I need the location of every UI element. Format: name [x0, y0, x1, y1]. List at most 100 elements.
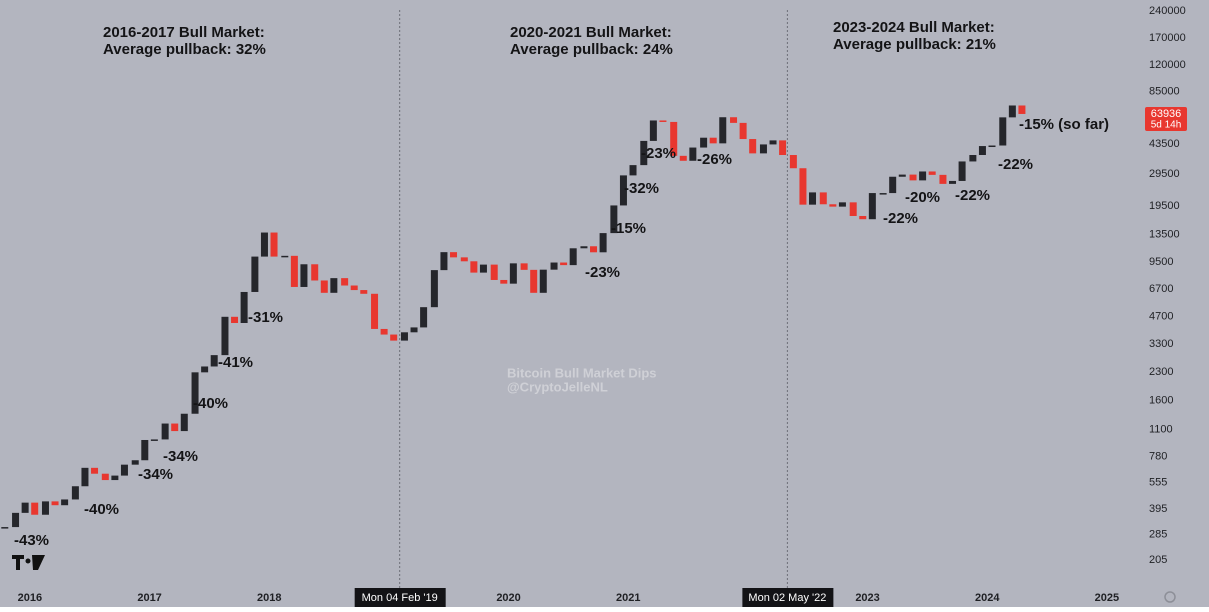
pullback-label: -40% [84, 501, 119, 518]
y-tick-label: 43500 [1149, 138, 1180, 150]
candle [838, 202, 846, 207]
candle [311, 264, 319, 281]
candle [251, 256, 259, 292]
candle [71, 486, 79, 500]
pullback-label: -22% [955, 187, 990, 204]
y-tick-label: 2300 [1149, 366, 1173, 378]
candle [700, 137, 708, 148]
candle [730, 117, 738, 123]
candle [270, 232, 278, 257]
pullback-label: -20% [905, 189, 940, 206]
candle [51, 501, 59, 506]
candle [530, 269, 538, 293]
candle [81, 467, 89, 487]
candle [341, 278, 349, 286]
candle [999, 117, 1007, 146]
y-tick-label: 120000 [1149, 59, 1186, 71]
candle [819, 192, 827, 205]
y-tick-label: 29500 [1149, 168, 1180, 180]
crosshair-label: Mon 04 Feb '19 [362, 592, 438, 604]
pullback-label: -15% (so far) [1019, 116, 1109, 133]
candle [500, 279, 508, 284]
candle [470, 261, 478, 273]
candle [909, 174, 917, 181]
candle [670, 121, 678, 156]
candle [479, 264, 487, 273]
candle [430, 270, 438, 308]
candle [41, 501, 49, 515]
candle [440, 252, 448, 271]
pullback-label: -15% [611, 220, 646, 237]
candle [330, 278, 338, 293]
candle [988, 145, 996, 148]
candle [629, 165, 637, 176]
candle [809, 192, 817, 205]
candle [829, 204, 837, 207]
candle [569, 248, 577, 266]
candle [889, 176, 897, 194]
y-tick-label: 395 [1149, 503, 1167, 515]
candle [550, 262, 558, 270]
candle [958, 161, 966, 181]
countdown-label: 5d 14h [1151, 120, 1182, 131]
candle [539, 269, 547, 293]
candle [879, 193, 887, 195]
y-tick-label: 3300 [1149, 338, 1173, 350]
crosshair-label: Mon 02 May '22 [748, 592, 826, 604]
settings-icon[interactable] [1164, 591, 1176, 603]
candle [380, 328, 388, 335]
candle [1018, 105, 1026, 114]
candle [150, 439, 158, 441]
candle [61, 499, 69, 506]
crosshair-label-box [354, 588, 446, 607]
candle [928, 171, 936, 175]
candle [969, 155, 977, 162]
pullback-label: -23% [585, 264, 620, 281]
price-label: 63936 [1151, 108, 1182, 120]
candle [450, 252, 458, 258]
header-text: 2023-2024 Bull Market: [833, 19, 995, 36]
candle [281, 255, 289, 258]
candle [859, 215, 867, 220]
pullback-label: -34% [163, 448, 198, 465]
candle [460, 257, 468, 262]
y-tick-label: 85000 [1149, 86, 1180, 98]
pullback-label: -32% [624, 180, 659, 197]
candle [799, 168, 807, 205]
candle [939, 174, 947, 184]
candle [420, 307, 428, 328]
candle [320, 280, 328, 293]
candle [619, 175, 627, 206]
candle [191, 372, 199, 414]
x-tick-label: 2016 [18, 592, 42, 604]
candle [210, 355, 218, 367]
candle [221, 316, 229, 356]
x-tick-label: 2020 [496, 592, 520, 604]
candle [580, 246, 588, 249]
y-tick-label: 240000 [1149, 5, 1186, 17]
candle [849, 202, 857, 216]
candle [12, 512, 20, 528]
candle [679, 155, 687, 161]
pullback-label: -26% [697, 151, 732, 168]
candle [360, 290, 368, 294]
y-tick-label: 170000 [1149, 32, 1186, 44]
header-text: Average pullback: 24% [510, 41, 673, 58]
candle [390, 334, 398, 341]
candle [978, 146, 986, 156]
x-tick-label: 2023 [855, 592, 879, 604]
candle [240, 291, 248, 323]
candle [749, 139, 757, 154]
y-tick-label: 780 [1149, 450, 1167, 462]
y-tick-label: 1100 [1149, 424, 1173, 436]
candle [231, 316, 239, 323]
y-tick-label: 4700 [1149, 311, 1173, 323]
candle [759, 144, 767, 154]
candle [769, 140, 777, 145]
candle [120, 464, 128, 476]
candle [919, 171, 927, 181]
candle [649, 120, 657, 141]
pullback-label: -31% [248, 309, 283, 326]
candle [180, 413, 188, 432]
